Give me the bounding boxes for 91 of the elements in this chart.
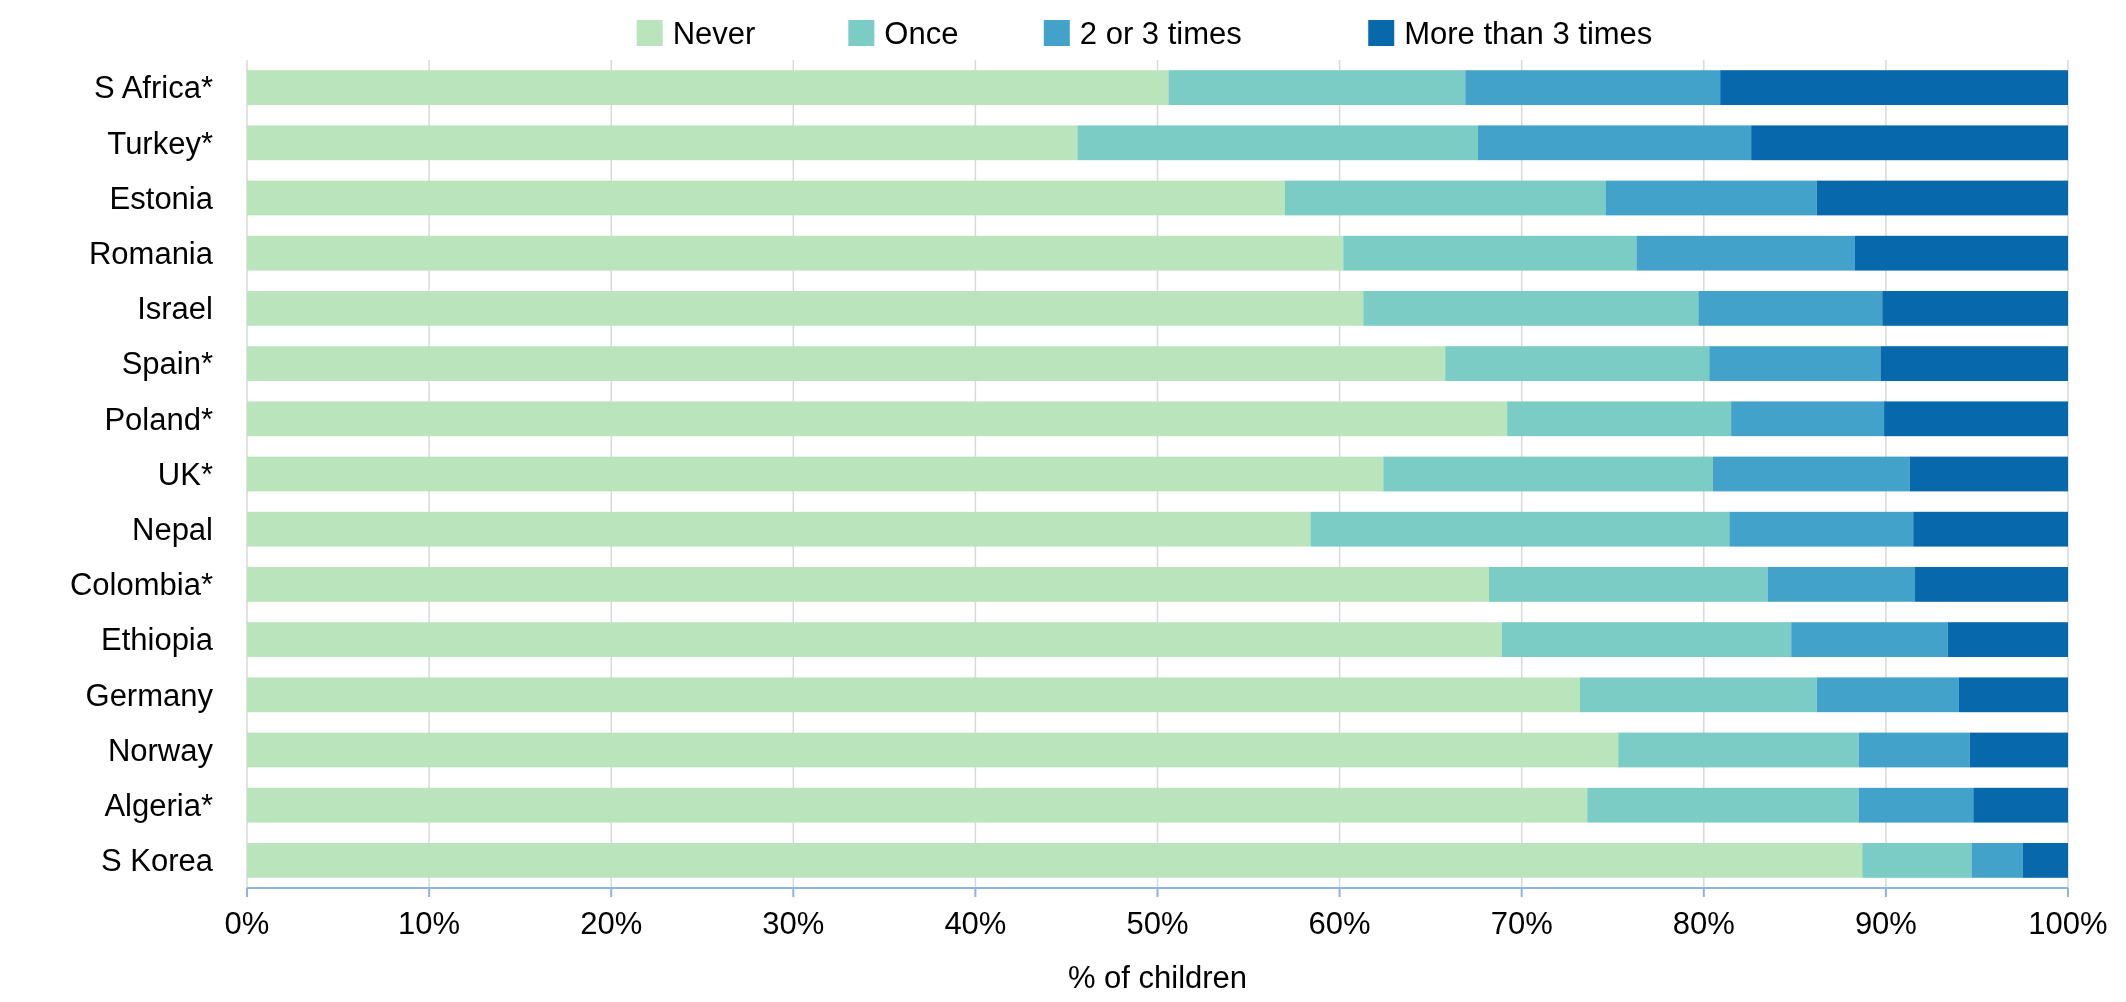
- bar: [2022, 843, 2068, 878]
- x-tick-label: 70%: [1490, 906, 1553, 941]
- bar: [1973, 787, 2068, 823]
- bar: [247, 567, 1489, 602]
- y-tick-label: Nepal: [132, 512, 213, 548]
- y-tick-label: UK*: [157, 456, 213, 492]
- bar: [1816, 180, 2068, 216]
- bar: [1284, 180, 1606, 216]
- y-tick-label: S Korea: [100, 843, 214, 879]
- x-tick-label: 90%: [1854, 906, 1917, 941]
- bar: [1767, 567, 1916, 602]
- bar: [1618, 732, 1859, 768]
- bar: [1720, 70, 2068, 105]
- bar: [247, 843, 1863, 878]
- bar: [1507, 401, 1732, 437]
- bar: [1465, 70, 1721, 105]
- y-tick-label: Poland*: [104, 401, 213, 437]
- bar: [1751, 125, 2068, 161]
- y-tick-label: Colombia*: [69, 567, 213, 603]
- bar: [1909, 456, 2068, 492]
- bar: [1969, 732, 2068, 768]
- bar: [247, 291, 1364, 326]
- bar: [1168, 70, 1466, 105]
- bar: [1445, 346, 1710, 381]
- y-tick-label: S Africa*: [94, 70, 213, 106]
- bar: [1501, 622, 1792, 657]
- bar: [1363, 291, 1699, 326]
- bar: [1579, 677, 1817, 713]
- bar: [1698, 291, 1883, 326]
- x-axis-title: % of children: [1067, 960, 1248, 995]
- bar: [1915, 567, 2068, 602]
- bar: [247, 401, 1508, 437]
- bar: [1880, 346, 2068, 381]
- y-tick-label: Ethiopia: [100, 622, 214, 658]
- bar: [247, 732, 1619, 768]
- bar: [1712, 456, 1910, 492]
- x-tick-label: 80%: [1672, 906, 1735, 941]
- bar: [1882, 291, 2068, 326]
- bar: [1077, 125, 1478, 161]
- y-tick-label: Spain*: [121, 346, 213, 382]
- y-tick-label: Israel: [137, 291, 213, 327]
- bar: [1383, 456, 1713, 492]
- bar: [247, 511, 1311, 547]
- x-tick-label: 60%: [1308, 906, 1371, 941]
- x-tick-label: 10%: [398, 906, 461, 941]
- x-tick-label: 30%: [762, 906, 825, 941]
- bar: [1913, 511, 2068, 547]
- bar: [1343, 235, 1637, 271]
- bar: [1884, 401, 2068, 437]
- bar: [247, 346, 1446, 381]
- x-tick-label: 40%: [944, 906, 1007, 941]
- legend-label: Once: [884, 15, 959, 51]
- bar: [1488, 567, 1768, 602]
- bar: [1971, 843, 2023, 878]
- bar: [1862, 843, 1972, 878]
- bar: [1816, 677, 1959, 713]
- legend-label: 2 or 3 times: [1079, 15, 1242, 51]
- x-tick-label: 100%: [2028, 906, 2108, 941]
- bar: [1731, 401, 1885, 437]
- bar: [1636, 235, 1855, 271]
- bar: [247, 70, 1169, 105]
- bar: [1709, 346, 1881, 381]
- bar: [1791, 622, 1948, 657]
- x-tick-label: 20%: [580, 906, 643, 941]
- y-tick-label: Estonia: [109, 180, 214, 216]
- bar: [247, 125, 1078, 161]
- bar: [247, 456, 1384, 492]
- bar: [1587, 787, 1859, 823]
- legend-label: More than 3 times: [1404, 15, 1653, 51]
- bar: [1958, 677, 2068, 713]
- x-tick-label: 50%: [1126, 906, 1189, 941]
- y-tick-label: Turkey*: [107, 125, 213, 161]
- bar: [247, 677, 1580, 713]
- bar: [1854, 235, 2068, 271]
- bar: [247, 787, 1588, 823]
- y-tick-label: Romania: [88, 236, 214, 272]
- legend-label: Never: [672, 15, 756, 51]
- y-tick-label: Germany: [85, 677, 214, 713]
- x-tick-label: 0%: [224, 906, 270, 941]
- bar: [1858, 787, 1974, 823]
- bar: [1947, 622, 2068, 657]
- bar: [1605, 180, 1817, 216]
- bar: [247, 622, 1502, 657]
- y-tick-label: Algeria*: [104, 788, 213, 824]
- bar: [1729, 511, 1914, 547]
- bar: [1478, 125, 1752, 161]
- bar: [1858, 732, 1970, 768]
- bar: [247, 180, 1285, 216]
- bar: [247, 235, 1344, 271]
- bar: [1310, 511, 1730, 547]
- y-tick-label: Norway: [107, 732, 214, 768]
